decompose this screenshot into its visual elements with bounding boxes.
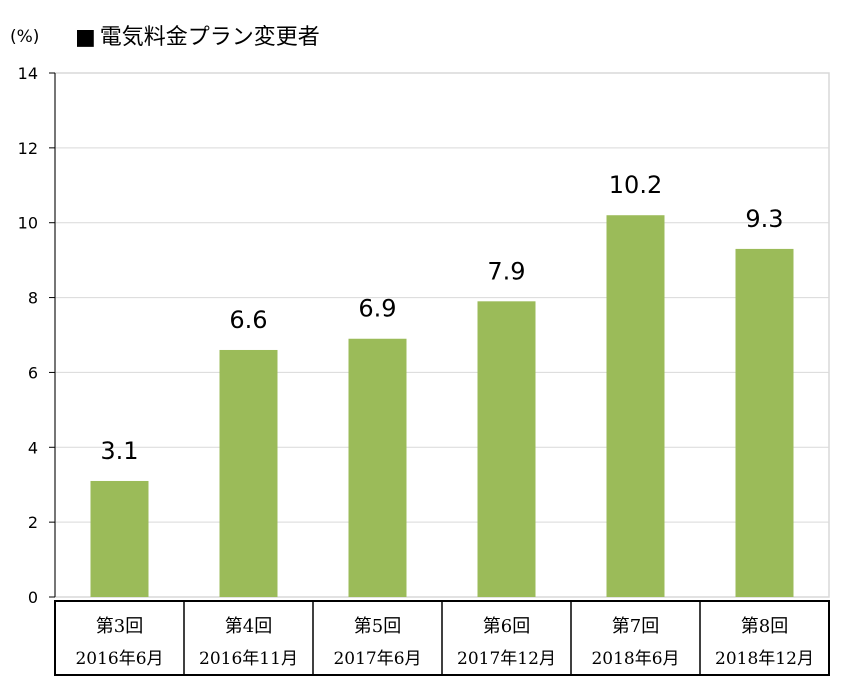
bar [90, 480, 149, 597]
legend: ■ 電気料金プラン変更者 [75, 25, 320, 50]
data-label: 6.6 [229, 306, 267, 334]
data-label: 9.3 [745, 205, 783, 233]
y-tick-label: 8 [28, 289, 38, 308]
bar [477, 301, 536, 597]
y-tick-label: 2 [28, 513, 38, 532]
y-tick-label: 14 [18, 64, 38, 83]
category-label-date: 2017年6月 [333, 649, 421, 669]
data-label: 6.9 [358, 295, 396, 323]
data-label: 10.2 [609, 171, 662, 199]
category-label-round: 第5回 [354, 616, 401, 637]
bar [348, 338, 407, 597]
category-label-round: 第8回 [741, 616, 788, 637]
bar [219, 349, 278, 597]
category-label-date: 2016年6月 [75, 649, 163, 669]
category-label-date: 2018年6月 [591, 649, 679, 669]
plot-area [54, 72, 830, 598]
category-label-round: 第4回 [225, 616, 272, 637]
data-label: 3.1 [100, 437, 138, 465]
bar [606, 215, 665, 597]
y-tick-label: 12 [18, 139, 38, 158]
legend-marker: ■ [75, 25, 96, 50]
y-tick-label: 4 [28, 438, 38, 457]
data-label: 7.9 [487, 257, 525, 285]
category-label-round: 第7回 [612, 616, 659, 637]
y-tick-label: 6 [28, 363, 38, 382]
bar [735, 248, 794, 597]
category-label-date: 2018年12月 [715, 649, 814, 669]
category-label-date: 2017年12月 [457, 649, 556, 669]
category-label-date: 2016年11月 [199, 649, 298, 669]
category-label-round: 第3回 [96, 616, 143, 637]
y-tick-label: 0 [28, 588, 38, 607]
legend-label: 電気料金プラン変更者 [100, 25, 320, 50]
category-label-round: 第6回 [483, 616, 530, 637]
y-axis-unit-label: (%) [10, 27, 39, 47]
y-tick-label: 10 [18, 214, 38, 233]
